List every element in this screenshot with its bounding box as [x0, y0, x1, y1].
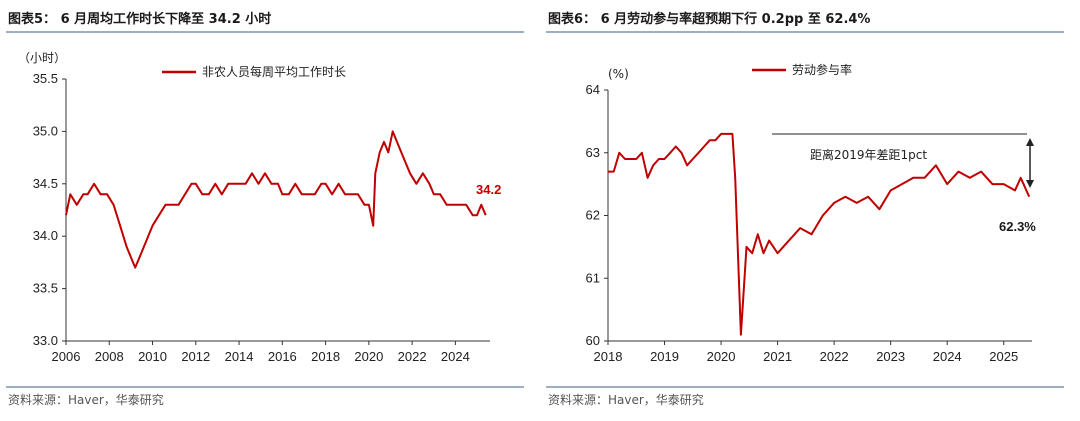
x-tick-label: 2020 — [354, 349, 383, 364]
source-note: 资料来源：Haver，华泰研究 — [8, 393, 164, 407]
chart-title: 图表5： 6 月周均工作时长下降至 34.2 小时 — [8, 12, 272, 27]
x-tick-label: 2024 — [933, 349, 962, 364]
gap-annotation: 距离2019年差距1pct — [810, 147, 927, 162]
x-tick-label: 2008 — [95, 349, 124, 364]
title-divider — [6, 31, 524, 33]
x-tick-label: 2010 — [138, 349, 167, 364]
legend-label: 劳动参与率 — [792, 62, 852, 77]
x-tick-label: 2018 — [311, 349, 340, 364]
chart-panel-participation-rate: 图表6： 6 月劳动参与率超预期下行 0.2pp 至 62.4% 60 61 62 6… — [540, 0, 1080, 421]
y-tick-label: 34.5 — [33, 176, 58, 191]
x-tick-label: 2024 — [441, 349, 470, 364]
title-divider — [546, 31, 1064, 33]
x-tick-label: 2018 — [594, 349, 623, 364]
end-value-label: 34.2 — [476, 182, 501, 197]
y-tick-label: 62 — [586, 208, 600, 223]
chart-panel-working-hours: 图表5： 6 月周均工作时长下降至 34.2 小时 33.0 33.5 34.0 34… — [6, 12, 524, 407]
x-tick-label: 2022 — [820, 349, 849, 364]
end-value-label: 62.3% — [999, 219, 1036, 234]
source-note: 资料来源：Haver，华泰研究 — [548, 393, 704, 407]
x-tick-label: 2021 — [763, 349, 792, 364]
y-tick-label: 33.0 — [33, 333, 58, 348]
chart-title: 图表6： 6 月劳动参与率超预期下行 0.2pp 至 62.4% — [548, 12, 871, 27]
legend-label: 非农人员每周平均工作时长 — [202, 64, 346, 79]
series-line — [608, 132, 1031, 336]
x-tick-label: 2014 — [225, 349, 254, 364]
arrow-head-up — [1026, 138, 1034, 146]
y-tick-label: 35.5 — [33, 71, 58, 86]
x-tick-label: 2020 — [707, 349, 736, 364]
x-tick-label: 2016 — [268, 349, 297, 364]
y-tick-label: 63 — [586, 145, 600, 160]
y-axis-unit: (%) — [608, 67, 629, 81]
x-tick-label: 2006 — [52, 349, 81, 364]
y-tick-label: 35.0 — [33, 123, 58, 138]
x-tick-label: 2022 — [398, 349, 427, 364]
arrow-head-down — [1026, 180, 1034, 188]
source-divider — [6, 386, 524, 388]
y-tick-label: 64 — [586, 82, 600, 97]
x-tick-label: 2023 — [876, 349, 905, 364]
x-tick-label: 2019 — [650, 349, 679, 364]
y-axis-unit: （小时） — [18, 51, 66, 65]
participation-rate-chart: 60 61 62 63 64 2018 2019 2020 2021 2022 2023 2024 20… — [586, 62, 1037, 364]
source-divider — [546, 386, 1064, 388]
x-tick-label: 2025 — [989, 349, 1018, 364]
working-hours-chart: 33.0 33.5 34.0 34.5 35.0 35.5 2006 2008 2010 2012… — [18, 51, 501, 364]
x-tick-label: 2012 — [181, 349, 210, 364]
series-line — [65, 130, 487, 269]
y-tick-label: 33.5 — [33, 281, 58, 296]
y-tick-label: 61 — [586, 270, 600, 285]
y-tick-label: 60 — [586, 333, 600, 348]
y-tick-label: 34.0 — [33, 228, 58, 243]
